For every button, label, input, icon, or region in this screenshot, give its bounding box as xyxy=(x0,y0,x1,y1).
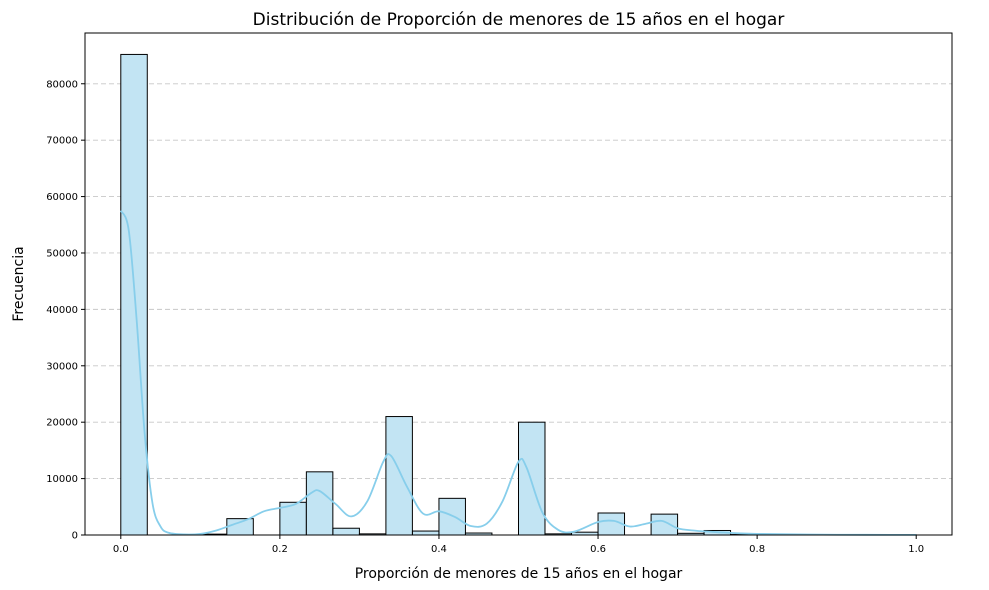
histogram-bar-7 xyxy=(305,471,334,536)
y-axis-ticks: 0 10000 20000 30000 40000 50000 60000 70000 8000… xyxy=(46,79,85,542)
x-tick-label-2: 0.4 xyxy=(431,544,447,555)
y-tick-label-6: 60000 xyxy=(46,192,78,203)
histogram-bar-20 xyxy=(650,513,679,536)
histogram-bar-11 xyxy=(411,530,440,536)
x-tick-label-5: 1.0 xyxy=(908,544,924,555)
y-tick-label-0: 0 xyxy=(72,531,78,542)
x-tick-label-4: 0.8 xyxy=(749,544,765,555)
y-tick-label-7: 70000 xyxy=(46,136,78,147)
y-tick-label-1: 10000 xyxy=(46,474,78,485)
y-grid-lines xyxy=(85,83,952,480)
chart-title: Distribución de Proporción de menores de… xyxy=(253,10,785,30)
x-tick-label-3: 0.6 xyxy=(590,544,606,555)
y-axis-title: Frecuencia xyxy=(11,246,27,321)
kde-curve xyxy=(119,210,917,536)
x-tick-label-1: 0.2 xyxy=(272,544,288,555)
x-axis-title: Proporción de menores de 15 años en el h… xyxy=(355,566,683,582)
x-axis-ticks: 0.0 0.2 0.4 0.6 0.8 1.0 xyxy=(113,535,924,555)
histogram-bar-8 xyxy=(332,527,360,536)
y-tick-label-8: 80000 xyxy=(46,79,78,90)
y-tick-label-2: 20000 xyxy=(46,418,78,429)
y-tick-label-5: 50000 xyxy=(46,248,78,259)
histogram-bar-10 xyxy=(385,416,413,536)
y-tick-label-3: 30000 xyxy=(46,361,78,372)
plot-frame xyxy=(84,32,953,536)
histogram-bar-4 xyxy=(226,518,254,536)
histogram-bar-15 xyxy=(518,421,546,536)
x-tick-label-0: 0.0 xyxy=(113,544,129,555)
y-tick-label-4: 40000 xyxy=(46,305,78,316)
